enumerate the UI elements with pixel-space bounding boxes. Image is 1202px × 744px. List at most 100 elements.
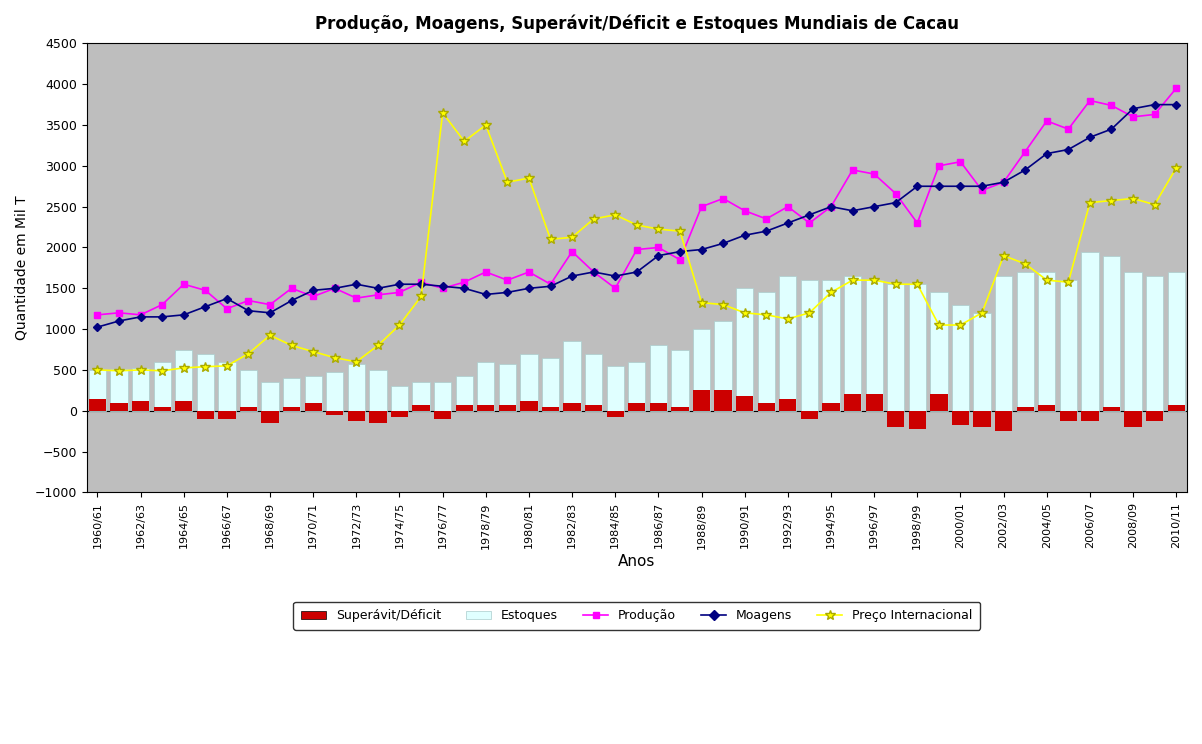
Bar <box>456 405 472 411</box>
Bar <box>1124 272 1142 411</box>
Moagens <box>90 323 105 332</box>
Bar <box>974 411 990 427</box>
Bar <box>672 407 689 411</box>
Bar <box>132 368 149 411</box>
Bar <box>261 382 279 411</box>
Bar <box>757 403 775 411</box>
Bar <box>822 280 840 411</box>
Bar <box>736 289 754 411</box>
Preço Internacional <box>457 137 471 146</box>
Bar <box>865 394 882 411</box>
Bar <box>995 411 1012 432</box>
Bar <box>909 411 926 429</box>
Bar <box>1017 272 1034 411</box>
Bar <box>564 341 581 411</box>
Bar <box>1082 411 1099 421</box>
Legend: Superávit/Déficit, Estoques, Produção, Moagens, Preço Internacional: Superávit/Déficit, Estoques, Produção, M… <box>293 602 980 630</box>
Bar <box>995 276 1012 411</box>
Produção <box>90 310 105 319</box>
Produção <box>435 284 450 293</box>
Bar <box>111 369 127 411</box>
Bar <box>240 370 257 411</box>
Produção <box>1148 110 1162 119</box>
Bar <box>952 411 969 425</box>
Bar <box>629 403 645 411</box>
Moagens <box>867 202 881 211</box>
Bar <box>714 391 732 411</box>
Bar <box>520 400 537 411</box>
Bar <box>391 411 409 417</box>
Bar <box>304 376 322 411</box>
Bar <box>261 411 279 423</box>
Preço Internacional <box>1148 200 1162 209</box>
Produção <box>802 219 816 228</box>
Moagens <box>435 282 450 291</box>
Bar <box>692 329 710 411</box>
Bar <box>887 284 904 411</box>
Bar <box>111 403 127 411</box>
Bar <box>844 276 861 411</box>
Y-axis label: Quantidade em Mil T: Quantidade em Mil T <box>14 196 29 340</box>
Preço Internacional <box>435 109 450 118</box>
Line: Moagens: Moagens <box>95 102 1179 330</box>
Bar <box>672 350 689 411</box>
Bar <box>326 372 344 411</box>
Bar <box>477 362 494 411</box>
Bar <box>930 394 947 411</box>
Bar <box>1146 276 1164 411</box>
Bar <box>629 362 645 411</box>
Bar <box>1146 411 1164 421</box>
Preço Internacional <box>90 365 105 374</box>
Bar <box>542 407 559 411</box>
Bar <box>326 411 344 415</box>
Bar <box>412 405 429 411</box>
Preço Internacional <box>1170 164 1184 173</box>
Bar <box>865 280 882 411</box>
Bar <box>175 400 192 411</box>
Bar <box>499 405 516 411</box>
Bar <box>714 321 732 411</box>
Bar <box>801 280 819 411</box>
Bar <box>650 345 667 411</box>
Moagens <box>1170 100 1184 109</box>
Bar <box>1082 251 1099 411</box>
Bar <box>412 382 429 411</box>
Bar <box>369 370 387 411</box>
Moagens <box>1126 104 1141 113</box>
Bar <box>1060 280 1077 411</box>
Bar <box>1167 405 1185 411</box>
Line: Produção: Produção <box>95 86 1179 318</box>
Bar <box>219 362 236 411</box>
Bar <box>887 411 904 427</box>
Bar <box>499 364 516 411</box>
Bar <box>391 386 409 411</box>
Bar <box>952 304 969 411</box>
Bar <box>779 399 797 411</box>
Bar <box>154 407 171 411</box>
X-axis label: Anos: Anos <box>618 554 655 569</box>
Bar <box>692 391 710 411</box>
Bar <box>282 407 300 411</box>
Bar <box>930 292 947 411</box>
Bar <box>607 366 624 411</box>
Moagens <box>802 211 816 219</box>
Bar <box>757 292 775 411</box>
Preço Internacional <box>478 121 493 129</box>
Bar <box>1124 411 1142 427</box>
Bar <box>607 411 624 417</box>
Produção <box>1170 84 1184 93</box>
Bar <box>456 376 472 411</box>
Bar <box>585 405 602 411</box>
Bar <box>779 276 797 411</box>
Bar <box>369 411 387 423</box>
Preço Internacional <box>910 280 924 289</box>
Produção <box>413 278 428 286</box>
Preço Internacional <box>112 366 126 375</box>
Bar <box>520 353 537 411</box>
Bar <box>1103 256 1120 411</box>
Bar <box>154 362 171 411</box>
Produção <box>328 284 343 293</box>
Bar <box>477 405 494 411</box>
Produção <box>867 170 881 179</box>
Bar <box>197 353 214 411</box>
